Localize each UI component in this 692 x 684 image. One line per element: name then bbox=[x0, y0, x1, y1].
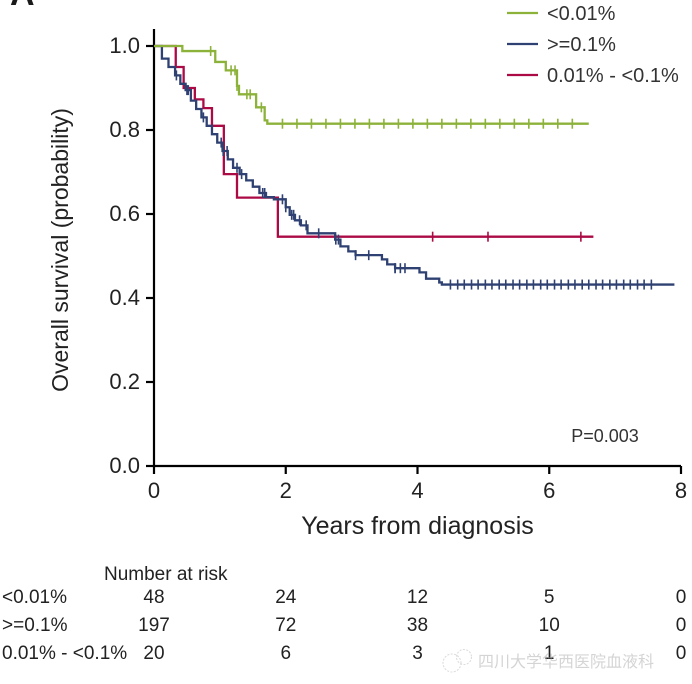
svg-text:0.01% - <0.1%: 0.01% - <0.1% bbox=[547, 65, 679, 87]
svg-text:0.0: 0.0 bbox=[109, 453, 140, 478]
svg-text:>=0.1%: >=0.1% bbox=[2, 615, 68, 636]
svg-text:20: 20 bbox=[143, 643, 164, 664]
svg-text:3: 3 bbox=[412, 643, 423, 664]
svg-text:<0.01%: <0.01% bbox=[547, 3, 616, 25]
svg-text:0.6: 0.6 bbox=[109, 201, 140, 226]
svg-text:1.0: 1.0 bbox=[109, 33, 140, 58]
svg-text:<0.01%: <0.01% bbox=[2, 587, 67, 608]
svg-text:0.4: 0.4 bbox=[109, 285, 140, 310]
svg-text:38: 38 bbox=[407, 615, 428, 636]
svg-text:2: 2 bbox=[280, 478, 292, 503]
svg-text:0: 0 bbox=[676, 587, 687, 608]
svg-text:48: 48 bbox=[143, 587, 164, 608]
svg-text:>=0.1%: >=0.1% bbox=[547, 34, 616, 56]
svg-text:72: 72 bbox=[275, 615, 296, 636]
svg-text:0.01% - <0.1%: 0.01% - <0.1% bbox=[2, 643, 127, 664]
svg-text:A: A bbox=[10, 0, 35, 13]
svg-text:8: 8 bbox=[675, 478, 687, 503]
svg-text:Years from diagnosis: Years from diagnosis bbox=[301, 512, 534, 540]
svg-text:4: 4 bbox=[411, 478, 423, 503]
svg-text:Number at risk: Number at risk bbox=[104, 564, 228, 585]
svg-text:6: 6 bbox=[281, 643, 292, 664]
svg-text:0: 0 bbox=[676, 643, 687, 664]
svg-text:24: 24 bbox=[275, 587, 297, 608]
svg-text:P=0.003: P=0.003 bbox=[571, 426, 639, 446]
svg-text:197: 197 bbox=[138, 615, 170, 636]
svg-text:12: 12 bbox=[407, 587, 428, 608]
svg-text:0.8: 0.8 bbox=[109, 117, 140, 142]
svg-text:5: 5 bbox=[544, 587, 555, 608]
svg-text:0: 0 bbox=[676, 615, 687, 636]
svg-text:四川大学华西医院血液科: 四川大学华西医院血液科 bbox=[478, 653, 654, 671]
svg-text:10: 10 bbox=[539, 615, 560, 636]
svg-text:Overall survival (probability): Overall survival (probability) bbox=[47, 108, 73, 392]
svg-text:0.2: 0.2 bbox=[109, 369, 140, 394]
svg-text:0: 0 bbox=[148, 478, 160, 503]
svg-text:6: 6 bbox=[543, 478, 555, 503]
